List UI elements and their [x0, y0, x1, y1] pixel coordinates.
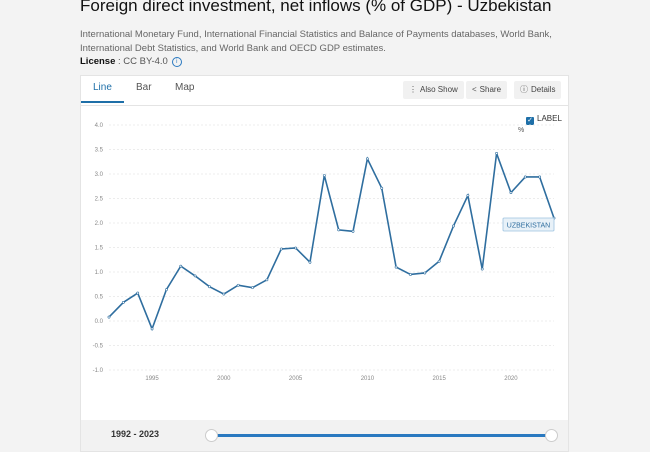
data-point — [279, 247, 283, 251]
share-label: Share — [479, 85, 502, 94]
data-point — [165, 288, 168, 292]
data-point — [150, 327, 154, 331]
x-tick-label: 1995 — [145, 376, 159, 382]
license: License : CC BY-4.0 i — [80, 56, 182, 67]
range-label: 1992 - 2023 — [111, 429, 160, 439]
data-point — [208, 285, 211, 289]
y-tick-label: 3.5 — [95, 148, 104, 154]
tab-bar-chart[interactable]: Bar — [136, 82, 152, 93]
x-tick-label: 2020 — [504, 376, 518, 382]
y-tick-label: 2.0 — [95, 221, 104, 227]
data-point — [437, 259, 441, 263]
data-point — [495, 152, 498, 155]
details-button[interactable]: ⓘ Details — [514, 81, 562, 99]
data-point — [423, 271, 427, 275]
x-tick-label: 2010 — [361, 376, 375, 382]
data-point — [480, 267, 484, 271]
more-vertical-icon: ⋮ — [409, 85, 417, 94]
source-note: International Monetary Fund, Internation… — [80, 29, 552, 54]
x-tick-label: 2000 — [217, 376, 231, 382]
line-chart: 4.0 3.5 3.0 2.5 2.0 1.5 1.0 0.5 0.0 -0.5 -1.0 1995… — [93, 123, 556, 382]
info-circle-icon: ⓘ — [520, 85, 528, 94]
share-icon: < — [472, 85, 477, 94]
tab-line[interactable]: Line — [81, 82, 124, 103]
series-line — [108, 153, 555, 332]
data-point — [351, 229, 355, 233]
y-tick-label: 4.0 — [95, 123, 104, 129]
tab-map[interactable]: Map — [175, 82, 195, 93]
label-toggle-text: LABEL — [537, 114, 562, 123]
page-title: Foreign direct investment, net inflows (… — [80, 0, 552, 15]
data-point — [394, 265, 398, 269]
y-tick-label: 0.0 — [95, 319, 104, 325]
data-point — [107, 315, 111, 319]
y-tick-label: 2.5 — [95, 197, 104, 203]
data-point — [523, 175, 527, 179]
data-point — [380, 186, 384, 190]
range-slider-track[interactable] — [211, 434, 551, 437]
series-tag: UZBEKISTAN — [502, 217, 555, 232]
data-point — [509, 191, 513, 195]
series-tag-label: UZBEKISTAN — [507, 223, 550, 230]
data-point — [179, 264, 183, 268]
chart-card: Line Bar Map ⋮ Also Show < Share ⓘ Details … — [80, 75, 569, 452]
data-point — [538, 175, 542, 179]
also-show-button[interactable]: ⋮ Also Show — [403, 81, 464, 99]
details-label: Details — [531, 85, 556, 94]
label-toggle[interactable]: ✓ LABEL — [526, 114, 562, 125]
data-point — [193, 274, 197, 278]
range-start-handle[interactable] — [205, 429, 218, 442]
y-tick-label: 1.5 — [95, 246, 104, 252]
also-show-label: Also Show — [420, 85, 458, 94]
x-tick-label: 2015 — [432, 376, 446, 382]
data-point — [452, 224, 455, 228]
range-end-handle[interactable] — [545, 429, 558, 442]
data-point — [409, 273, 412, 276]
y-tick-label: -0.5 — [93, 344, 104, 350]
info-icon[interactable]: i — [171, 57, 182, 67]
license-label: License — [80, 56, 116, 67]
data-point — [136, 291, 140, 295]
data-point — [222, 292, 226, 296]
data-point — [265, 278, 269, 282]
data-point — [251, 286, 254, 290]
data-point — [236, 283, 240, 287]
y-tick-label: 0.5 — [95, 295, 104, 301]
data-point — [308, 260, 312, 264]
y-tick-label: -1.0 — [93, 368, 104, 374]
time-range-footer: 1992 - 2023 — [81, 420, 568, 451]
checkbox-icon[interactable]: ✓ — [526, 117, 534, 125]
data-point — [322, 174, 326, 177]
data-point — [121, 300, 125, 304]
share-button[interactable]: < Share — [466, 81, 508, 99]
data-point — [337, 228, 341, 232]
y-tick-label: 3.0 — [95, 172, 104, 178]
y-tick-label: 1.0 — [95, 270, 104, 276]
tab-bar: Line Bar Map ⋮ Also Show < Share ⓘ Details — [81, 76, 568, 106]
license-value: : CC BY-4.0 — [115, 56, 168, 67]
data-point — [466, 194, 470, 197]
y-axis-unit-label: % — [518, 127, 524, 134]
data-point — [365, 157, 369, 161]
x-tick-label: 2005 — [289, 376, 303, 382]
data-point — [294, 246, 298, 250]
